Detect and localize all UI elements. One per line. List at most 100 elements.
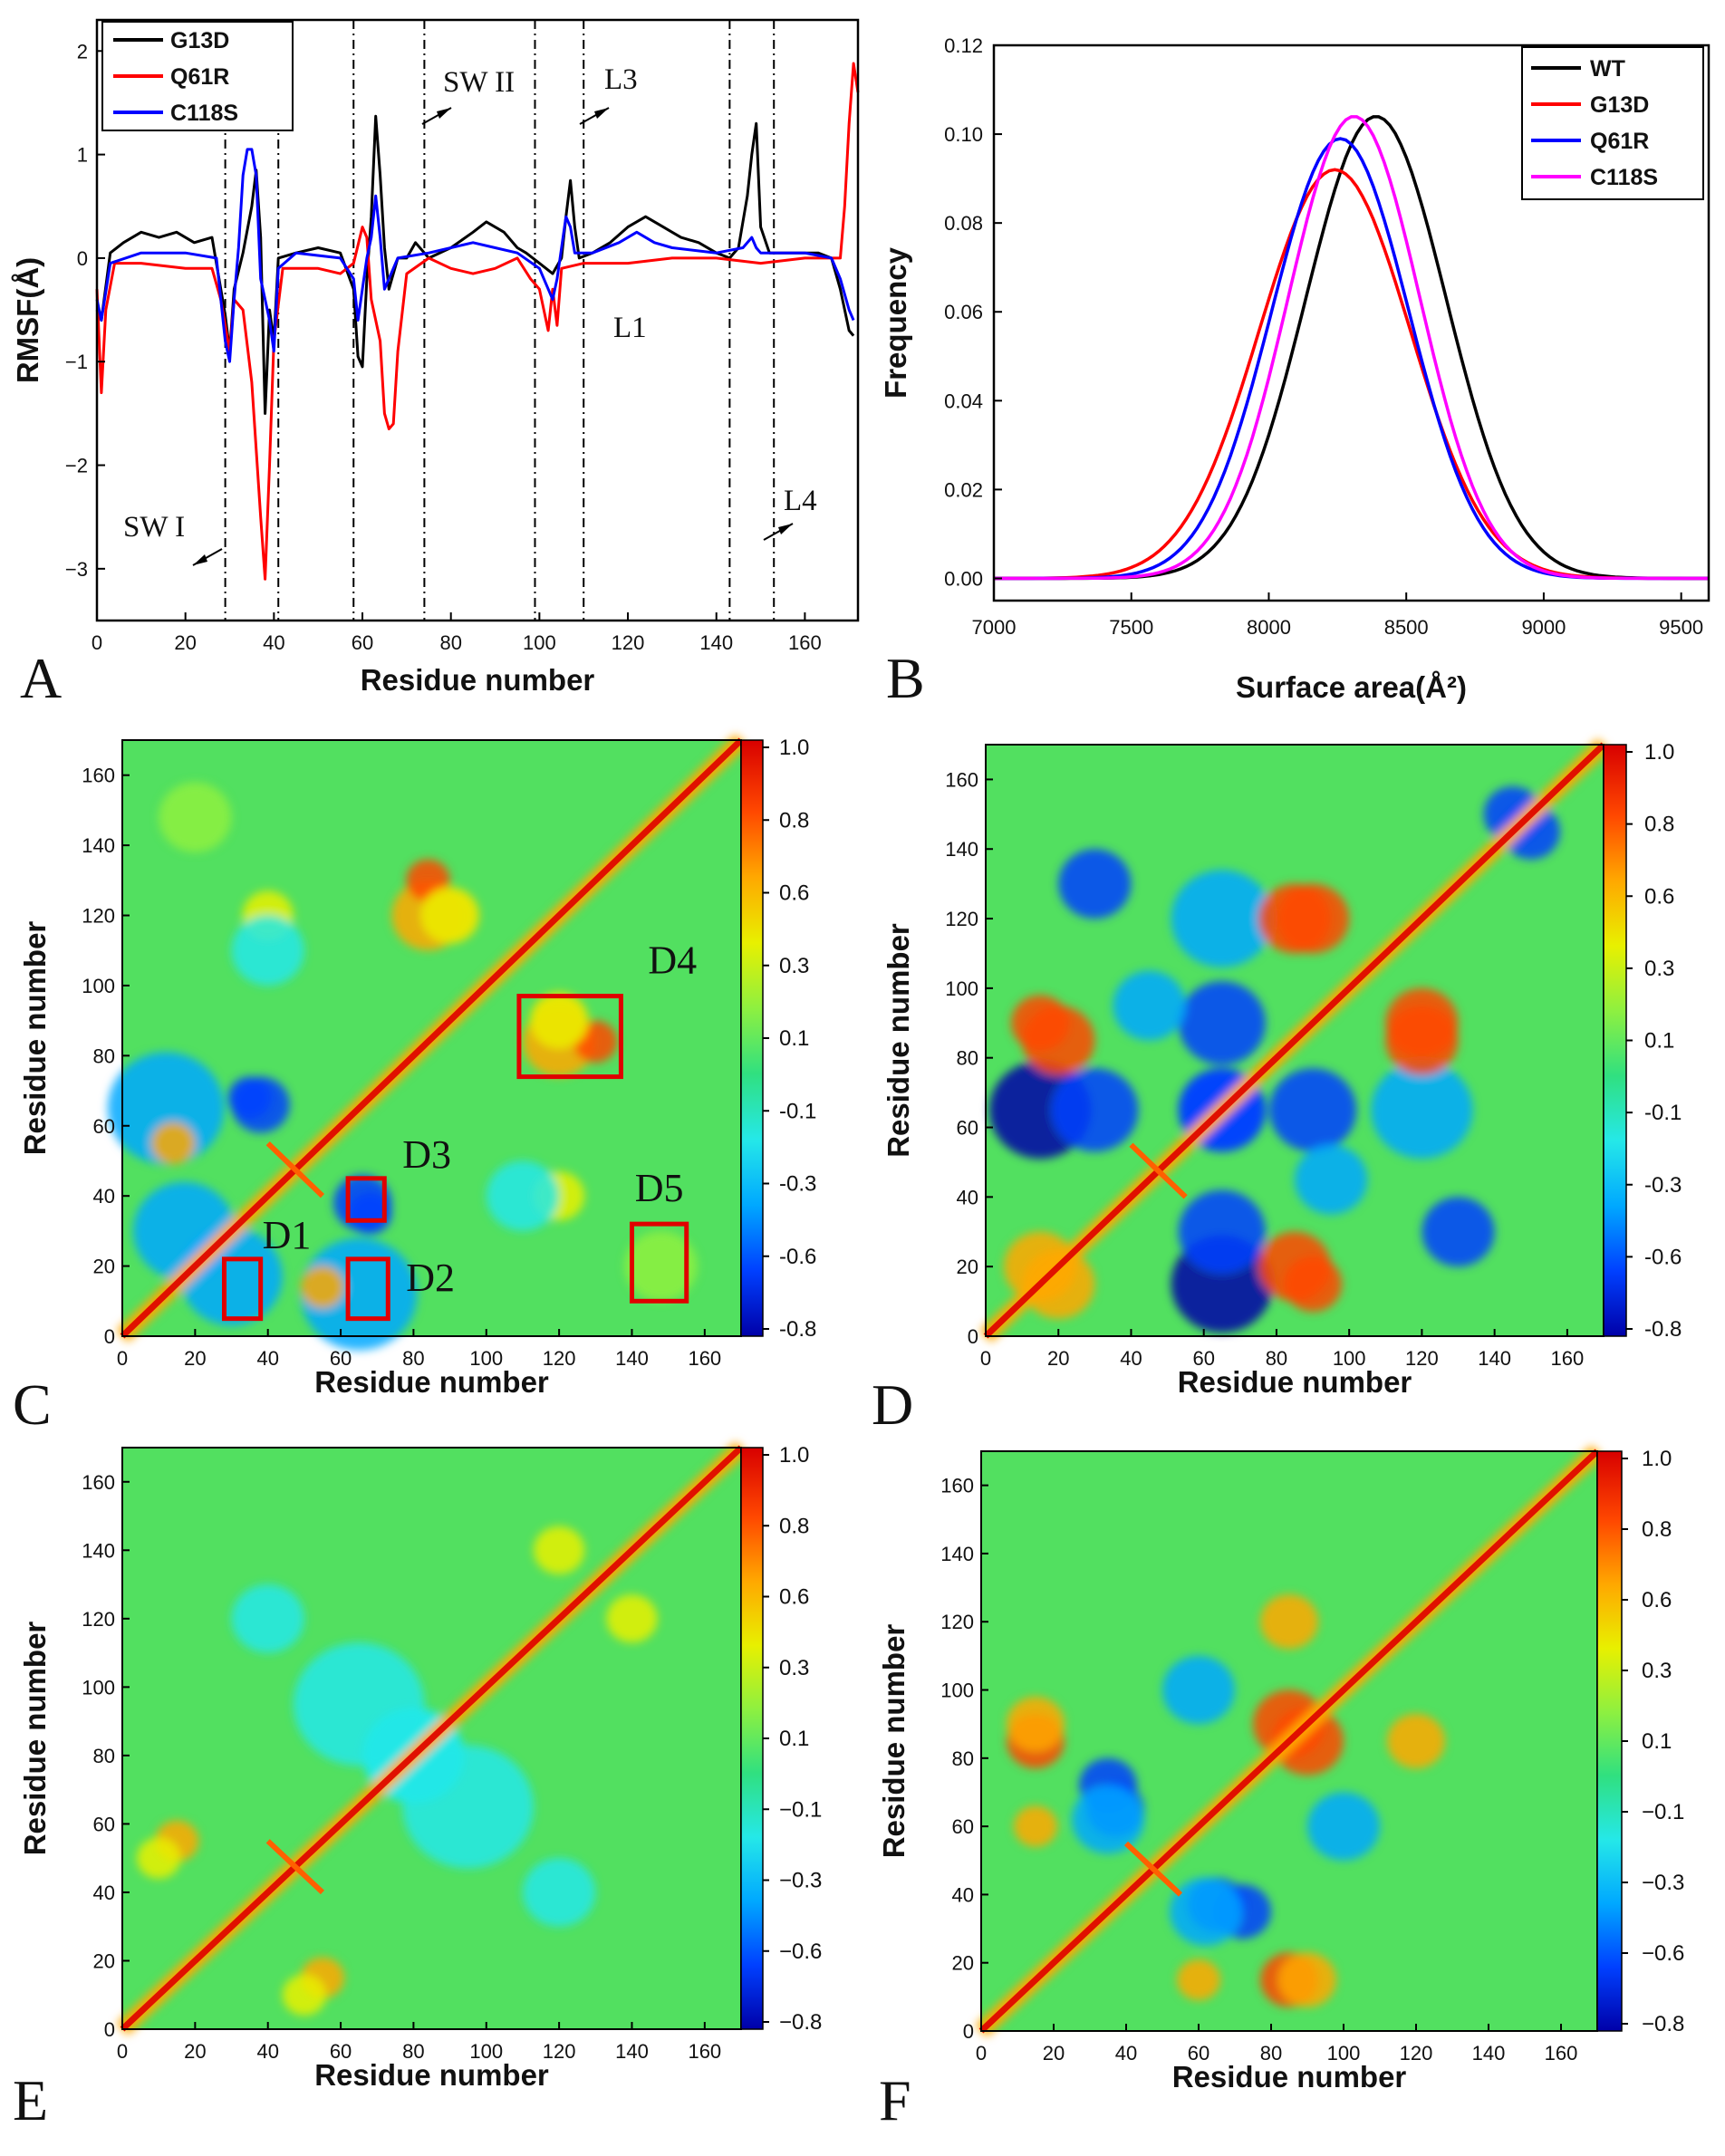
colorbar-tick-label: −0.6	[1642, 1941, 1684, 1966]
colorbar-tick-label: −0.1	[1642, 1800, 1684, 1824]
domain-label-d2: D2	[406, 1256, 455, 1300]
heatmap-xtick-label: 80	[1260, 2042, 1282, 2065]
heatmap-region	[282, 1974, 326, 2016]
panel-a-frame	[95, 18, 860, 622]
panel-a-series	[95, 62, 860, 581]
heatmap-region	[522, 1858, 596, 1927]
colorbar-tick-label: 0.1	[1644, 1029, 1674, 1054]
heatmap-xtick-label: 20	[1047, 1347, 1069, 1370]
panel-letter-b: B	[886, 646, 925, 710]
panel-b-xtick-label: 9000	[1521, 616, 1566, 639]
arrow-l3-head	[594, 108, 609, 119]
heatmap-cross	[265, 1839, 325, 1895]
heatmap-yaxis-title: Residue number	[882, 923, 915, 1158]
arrow-l4-head	[778, 524, 793, 534]
heatmap-diagonal	[983, 742, 1606, 1339]
panel-b-series-q61r	[994, 137, 1709, 581]
heatmap-xtick-label: 100	[1333, 1347, 1366, 1370]
panel-a-xtick-label: 140	[699, 631, 733, 654]
heatmap-ytick-label: 0	[968, 1325, 978, 1348]
heatmap-region-mirror	[1253, 1689, 1325, 1758]
panel-a-yaxis-title: RMSF(Å)	[11, 257, 44, 383]
panel-b-xtick-label: 9500	[1659, 616, 1703, 639]
panel-b-series	[994, 115, 1709, 581]
heatmap-ytick-label: 140	[945, 838, 978, 861]
legend-c118s-label: C118S	[170, 101, 238, 126]
heatmap-ytick-label: 60	[93, 1115, 115, 1138]
heatmap-xtick-label: 160	[1551, 1347, 1585, 1370]
heatmap-region-mirror	[1170, 1877, 1242, 1946]
panel-a-xtick-label: 40	[263, 631, 284, 654]
panel-a-ytick-label: −1	[65, 351, 88, 373]
panel-b-xtick-label: 7000	[972, 616, 1017, 639]
legend-c118s-b-label: C118S	[1590, 165, 1658, 190]
correlation-heatmaps: 0020204040606080801001001201201401401601…	[18, 734, 1684, 2093]
panel-b-series-c118s	[994, 115, 1709, 581]
heatmap-region	[1276, 883, 1350, 954]
colorbar-tick-label: 0.8	[779, 808, 809, 833]
heatmap-ytick-label: 140	[940, 1543, 974, 1565]
panel-letter-a: A	[20, 646, 62, 710]
colorbar-tick-label: −0.8	[779, 2010, 822, 2035]
domain-box-d3	[345, 1176, 387, 1223]
heatmap-xtick-label: 120	[543, 2040, 576, 2063]
heatmap-region	[1113, 970, 1186, 1041]
colorbar	[1596, 1450, 1623, 2032]
heatmap-ytick-label: 100	[82, 975, 115, 997]
heatmap-ytick-label: 160	[945, 768, 978, 791]
heatmap-xaxis-title: Residue number	[1178, 1365, 1412, 1399]
colorbar-tick-label: -0.8	[779, 1317, 816, 1342]
heatmap-region-mirror	[1260, 1594, 1318, 1650]
panel-letter-e: E	[13, 2068, 48, 2132]
annotation-l3: L3	[604, 63, 638, 96]
colorbar-tick-label: 0.1	[1642, 1729, 1672, 1754]
panel-a-series-c118s	[95, 148, 855, 363]
annotation-l1: L1	[613, 312, 647, 344]
heatmap-region	[1387, 1713, 1445, 1769]
heatmap-ytick-label: 20	[957, 1256, 978, 1278]
colorbar-tick-label: 0.1	[779, 1026, 809, 1051]
heatmap-region	[1307, 1792, 1380, 1861]
heatmap-region	[1421, 1197, 1495, 1267]
panel-a-rmsf-chart: 0 20 40 60 80 100 120 140 160 2 1 0 −1 −2 −3 Residue nu…	[11, 18, 860, 697]
heatmap-region-mirror	[1162, 1655, 1235, 1725]
panel-a-series-q61r	[95, 62, 860, 581]
colorbar-tick-label: -0.3	[779, 1172, 816, 1197]
heatmap-region	[529, 992, 589, 1049]
heatmap-xtick-label: 0	[980, 1347, 991, 1370]
colorbar-tick-label: -0.6	[1644, 1245, 1682, 1269]
heatmap-xtick-label: 140	[1472, 2042, 1506, 2065]
heatmap-region	[1051, 1068, 1139, 1152]
heatmap-region-mirror	[1007, 1697, 1065, 1752]
heatmap-ytick-label: 160	[940, 1475, 974, 1497]
heatmap-xtick-label: 0	[117, 1347, 128, 1370]
annotation-sw1: SW I	[123, 511, 185, 544]
heatmap-cross	[1129, 1142, 1188, 1199]
domain-label-d4: D4	[648, 938, 697, 983]
colorbar-tick-label: -0.8	[1644, 1317, 1682, 1342]
domain-label-d5: D5	[635, 1166, 684, 1210]
colorbar-tick-label: 0.3	[1644, 957, 1674, 981]
panel-b-yaxis-title: Frequency	[879, 246, 912, 399]
heatmap-yaxis-title: Residue number	[18, 1622, 52, 1856]
heatmap-ytick-label: 60	[957, 1117, 978, 1140]
heatmap-region-mirror	[1004, 1231, 1077, 1302]
heatmap-xtick-label: 40	[256, 1347, 278, 1370]
arrow-sw1-head	[193, 554, 207, 565]
heatmap-region-mirror	[231, 915, 304, 986]
panel-b-ytick-label: 0.06	[944, 301, 983, 323]
colorbar-tick-label: 0.3	[779, 954, 809, 978]
heatmap-ytick-label: 40	[952, 1883, 974, 1906]
panel-b-series-g13d	[994, 168, 1709, 581]
heatmap-region-mirror	[159, 782, 232, 852]
colorbar-tick-label: 0.3	[1642, 1659, 1672, 1683]
heatmap-diagonal	[978, 1449, 1600, 2034]
heatmap-region	[606, 1594, 658, 1643]
heatmap-xtick-label: 80	[402, 2040, 424, 2063]
heatmap-region-mirror	[1385, 987, 1459, 1058]
annotation-sw2: SW II	[443, 66, 515, 99]
colorbar-tick-label: −0.6	[779, 1939, 822, 1964]
colorbar-tick-label: 1.0	[1644, 740, 1674, 765]
heatmap-region-mirror	[1171, 870, 1273, 967]
panel-b-xaxis-title: Surface area(Å²)	[1236, 670, 1467, 704]
